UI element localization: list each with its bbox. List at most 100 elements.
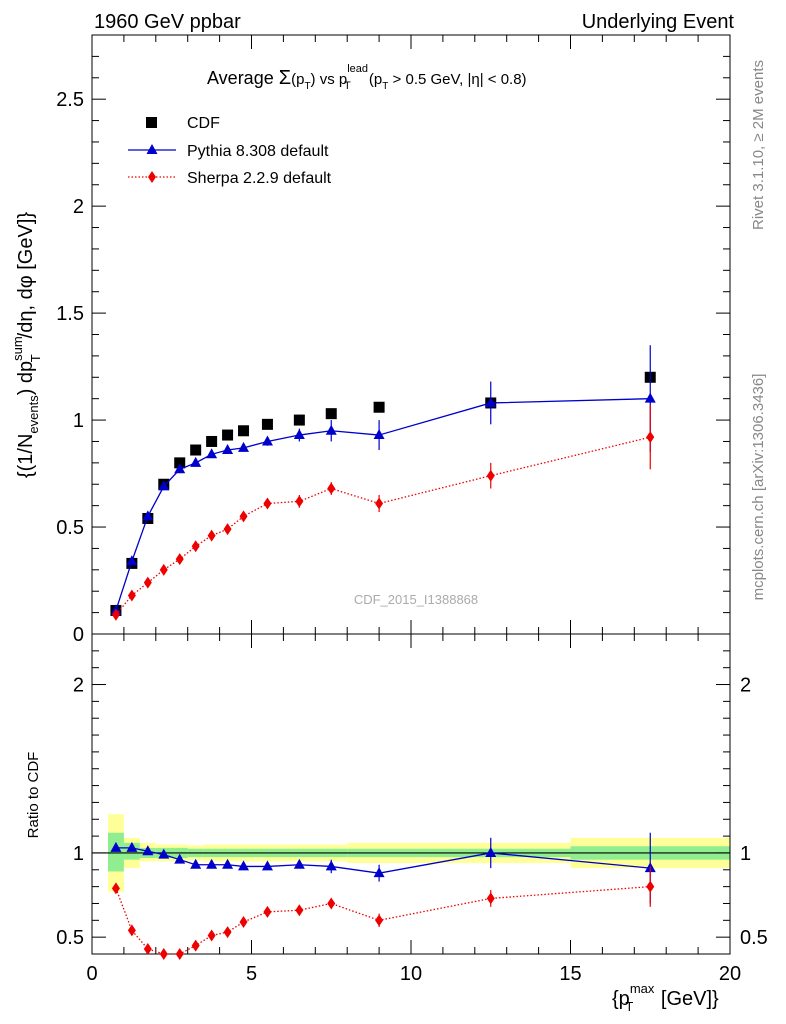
title-cond: (p (365, 71, 383, 88)
xlabel-sub: T (625, 999, 633, 1014)
x-tick-label: 15 (559, 963, 581, 985)
main-sherpa-point (327, 482, 336, 495)
ratio-pythia-point (158, 848, 170, 859)
ratio-pythia-point (142, 845, 154, 856)
title-T3: T (382, 81, 388, 92)
side-text-mcplots: mcplots.cern.ch [arXiv:1306.3436] (750, 374, 767, 601)
watermark: CDF_2015_I1388868 (354, 592, 478, 607)
title-close: ) (311, 71, 316, 88)
ratio-axes: 0 5 10 15 20 0.5 0.5 1 1 2 2 (56, 634, 768, 985)
ratio-sherpa-point (111, 882, 120, 895)
main-ytick-label: 1.5 (56, 303, 84, 325)
xlabel-pre: {p (612, 988, 630, 1010)
main-sherpa-point (486, 469, 495, 482)
ratio-sherpa-point (263, 905, 272, 918)
legend-sherpa-marker (148, 171, 156, 183)
main-pythia-point (174, 463, 186, 474)
chart-title: Average Σ(pT) vs plead T (pT > 0.5 GeV, |… (207, 63, 527, 92)
main-cdf-point (174, 457, 186, 469)
ratio-sherpa-point (223, 926, 232, 939)
ratio-pythia-point (206, 858, 218, 869)
ratio-ytick-label: 2 (73, 675, 84, 697)
x-tick-label: 0 (86, 963, 97, 985)
legend-sherpa-label: Sherpa 2.2.9 default (187, 170, 332, 187)
ratio-ytick-label: 1 (73, 843, 84, 865)
main-sherpa-point (375, 497, 384, 510)
ratio-sherpa-point (207, 929, 216, 942)
main-cdf-point (206, 435, 218, 447)
title-prefix: Average (207, 68, 279, 88)
ratio-sherpa-point (646, 880, 655, 893)
title-vs: vs p (316, 71, 348, 88)
ratio-pythia-point (222, 858, 234, 869)
main-pythia-point (238, 441, 250, 452)
main-pythia-point (190, 456, 202, 467)
main-ytick-label: 0.5 (56, 517, 84, 539)
main-pythia-point (126, 555, 138, 566)
legend-cdf-marker (146, 117, 157, 128)
legend: CDF Pythia 8.308 default Sherpa 2.2.9 de… (128, 115, 332, 187)
main-pythia-point (293, 429, 305, 440)
main-ytick-label: 2 (73, 196, 84, 218)
main-sherpa-point (239, 510, 248, 523)
ratio-pythia-point (325, 860, 337, 871)
main-sherpa-point (143, 576, 152, 589)
main-pythia-point (373, 429, 385, 440)
main-pythia-point (222, 444, 234, 455)
ylabel-events: events (26, 395, 41, 434)
main-pythia-point (158, 480, 170, 491)
main-sherpa-point (191, 540, 200, 553)
band-inner-0 (107, 832, 124, 872)
main-series (110, 345, 656, 621)
x-axis-label: {pmax T [GeV]} (612, 981, 719, 1014)
main-ytick-label: 0 (73, 624, 84, 646)
ratio-series (110, 832, 656, 960)
ratio-sherpa-point (159, 948, 168, 960)
ratio-sherpa-point (239, 916, 248, 928)
legend-pythia-label: Pythia 8.308 default (187, 143, 329, 160)
main-cdf-point (222, 429, 234, 441)
main-sherpa-point (646, 431, 655, 444)
ylabel-sum: sum (10, 336, 25, 361)
ratio-sherpa-point (127, 924, 136, 937)
ratio-ytick-label: 0.5 (56, 927, 84, 949)
main-sherpa-point (111, 608, 120, 621)
ratio-sherpa-point (375, 914, 384, 927)
ratio-pythia-point (126, 841, 138, 852)
main-cdf-point (238, 425, 250, 437)
ratio-sherpa-point (191, 939, 200, 952)
main-cdf-point (293, 414, 305, 426)
main-sherpa-point (127, 589, 136, 602)
ratio-ytick-label-right: 0.5 (740, 927, 768, 949)
main-ytick-label: 2.5 (56, 89, 84, 111)
ylabel-T: T (28, 354, 43, 362)
main-cdf-point (261, 418, 273, 430)
legend-pythia-marker (146, 144, 158, 154)
x-tick-label: 10 (400, 963, 422, 985)
x-tick-label: 5 (246, 963, 257, 985)
main-cdf-point (373, 401, 385, 413)
ratio-pythia-point (174, 853, 186, 864)
ratio-pythia-point (238, 860, 250, 871)
title-sigma: Σ (279, 67, 291, 89)
main-pythia-point (261, 435, 273, 446)
header-left: 1960 GeV ppbar (94, 11, 241, 33)
ratio-sherpa-point (327, 897, 336, 910)
title-t: T (304, 81, 310, 92)
ylabel-part3: /dη, dφ [GeV]} (15, 212, 37, 339)
main-cdf-point (325, 408, 337, 420)
ratio-pythia-point (293, 858, 305, 869)
ylabel-part2: ) dp (15, 361, 37, 395)
ratio-sherpa-point (175, 948, 184, 960)
main-pythia-point (206, 448, 218, 459)
title-lead: lead (347, 63, 368, 75)
main-sherpa-point (207, 529, 216, 542)
ratio-pythia-point (261, 860, 273, 871)
main-cdf-point (190, 444, 202, 456)
title-cut: > 0.5 GeV, |η| < 0.8) (388, 71, 526, 88)
ratio-ytick-label-right: 1 (740, 843, 751, 865)
main-pythia-point (325, 424, 337, 435)
main-sherpa-point (263, 497, 272, 510)
main-sherpa-point (295, 495, 304, 508)
